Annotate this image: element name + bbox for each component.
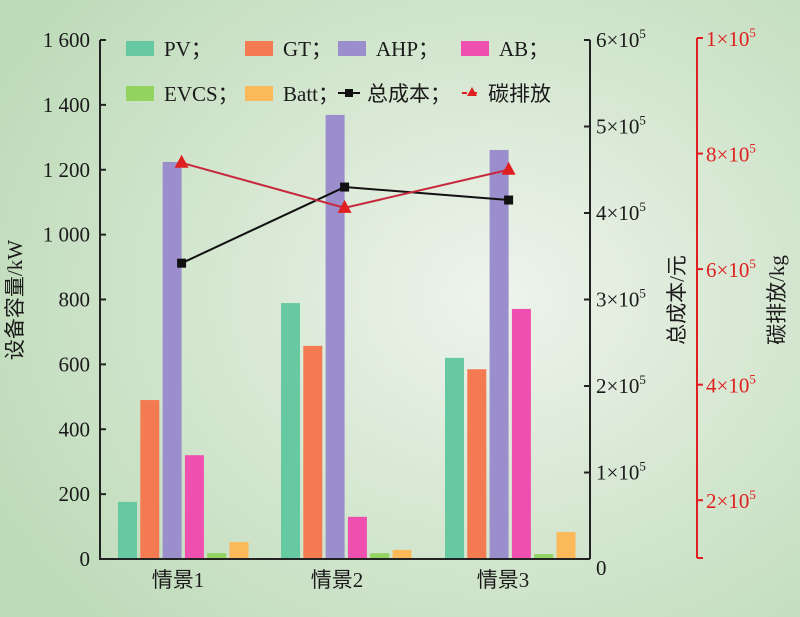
left-tick-label: 1 400 <box>43 93 90 117</box>
bar-pv-2 <box>281 303 300 559</box>
left-tick-label: 200 <box>59 482 91 506</box>
legend-marker-triangle-icon <box>467 87 477 96</box>
bar-pv-3 <box>445 357 464 559</box>
legend: PV； GT； AHP； AB； EVCS； Batt； 总成本； 碳排放 <box>126 37 551 106</box>
tick-exponent: 5 <box>749 256 756 271</box>
bar-batt-1 <box>229 542 249 559</box>
bar-evcs-3 <box>534 554 554 559</box>
carbon-point-2 <box>337 199 352 213</box>
carbon-tick-label: 6×105 <box>706 256 756 282</box>
tick-exponent: 5 <box>639 26 646 41</box>
legend-label-ahp: AHP； <box>376 37 439 61</box>
tick-exponent: 5 <box>639 372 646 387</box>
bar-pv-1 <box>118 501 137 559</box>
tick-exponent: 5 <box>749 25 756 40</box>
bar-ahp-3 <box>489 149 509 559</box>
carbon-axis: 2×105 4×105 6×105 8×105 1×105 <box>696 25 756 559</box>
total-cost-point-1 <box>177 258 187 268</box>
legend-swatch-pv <box>126 41 154 56</box>
cost-tick-label: 4×105 <box>596 199 646 225</box>
category-label-2: 情景2 <box>311 568 364 592</box>
cost-tick-label: 3×105 <box>596 286 646 312</box>
legend-label-total-cost: 总成本； <box>367 82 451 106</box>
cost-tick-label: 0 <box>596 556 607 580</box>
cost-tick-label: 6×105 <box>596 26 646 52</box>
bar-evcs-1 <box>207 553 227 559</box>
lines-layer <box>174 154 516 268</box>
cost-tick-label: 1×105 <box>596 459 646 485</box>
bar-ab-2 <box>347 516 367 559</box>
legend-label-pv: PV； <box>164 37 212 61</box>
total-cost-point-2 <box>340 182 350 192</box>
carbon-tick-label: 2×105 <box>706 487 756 513</box>
carbon-point-3 <box>501 161 516 175</box>
bar-gt-2 <box>303 345 323 559</box>
bar-gt-1 <box>140 400 160 559</box>
cost-axis-title: 总成本/元 <box>665 255 689 345</box>
category-labels: 情景1 情景2 情景3 <box>152 568 530 592</box>
tick-exponent: 5 <box>639 199 646 214</box>
legend-swatch-ahp <box>338 41 366 56</box>
legend-swatch-batt <box>245 86 273 101</box>
carbon-tick-label: 4×105 <box>706 372 756 398</box>
left-tick-label: 1 000 <box>43 223 90 247</box>
legend-swatch-gt <box>245 41 273 56</box>
category-label-3: 情景3 <box>477 568 530 592</box>
carbon-tick-label: 8×105 <box>706 141 756 167</box>
left-tick-label: 600 <box>59 352 91 376</box>
tick-exponent: 5 <box>749 141 756 156</box>
legend-label-gt: GT； <box>283 37 332 61</box>
left-axis-title: 设备容量/kW <box>3 240 27 360</box>
legend-swatch-evcs <box>126 86 154 101</box>
cost-tick-label: 2×105 <box>596 372 646 398</box>
left-tick-label: 0 <box>80 547 91 571</box>
cost-axis: 0 1×105 2×105 3×105 4×105 5×105 6×105 <box>584 26 646 580</box>
tick-exponent: 5 <box>639 459 646 474</box>
carbon-tick-label: 1×105 <box>706 25 756 51</box>
legend-label-carbon: 碳排放 <box>488 82 551 106</box>
legend-label-batt: Batt； <box>283 82 339 106</box>
legend-swatch-ab <box>461 41 489 56</box>
cost-tick-label: 5×105 <box>596 113 646 139</box>
left-tick-label: 800 <box>59 288 91 312</box>
line-total-cost <box>181 186 509 265</box>
left-axis: 0 200 400 600 800 1 000 1 200 1 400 1 600 <box>43 28 590 571</box>
bar-ahp-2 <box>325 114 345 559</box>
tick-exponent: 5 <box>749 487 756 502</box>
bar-gt-3 <box>467 369 487 559</box>
left-tick-label: 1 200 <box>43 158 90 182</box>
total-cost-point-3 <box>504 195 514 205</box>
bar-ahp-1 <box>162 161 182 559</box>
left-tick-label: 1 600 <box>43 28 90 52</box>
bar-ab-1 <box>184 455 204 559</box>
carbon-point-1 <box>174 154 189 168</box>
bar-evcs-2 <box>370 553 390 559</box>
tick-exponent: 5 <box>639 113 646 128</box>
legend-label-ab: AB； <box>499 37 549 61</box>
category-label-1: 情景1 <box>152 568 205 592</box>
tick-exponent: 5 <box>749 372 756 387</box>
left-tick-label: 400 <box>59 417 91 441</box>
carbon-axis-title: 碳排放/kg <box>765 255 789 345</box>
bar-ab-3 <box>511 308 531 559</box>
bars-layer <box>118 114 576 559</box>
legend-marker-square-icon <box>345 89 353 97</box>
legend-label-evcs: EVCS； <box>164 82 239 106</box>
tick-exponent: 5 <box>639 286 646 301</box>
bar-batt-2 <box>392 549 412 559</box>
bar-batt-3 <box>556 532 576 559</box>
